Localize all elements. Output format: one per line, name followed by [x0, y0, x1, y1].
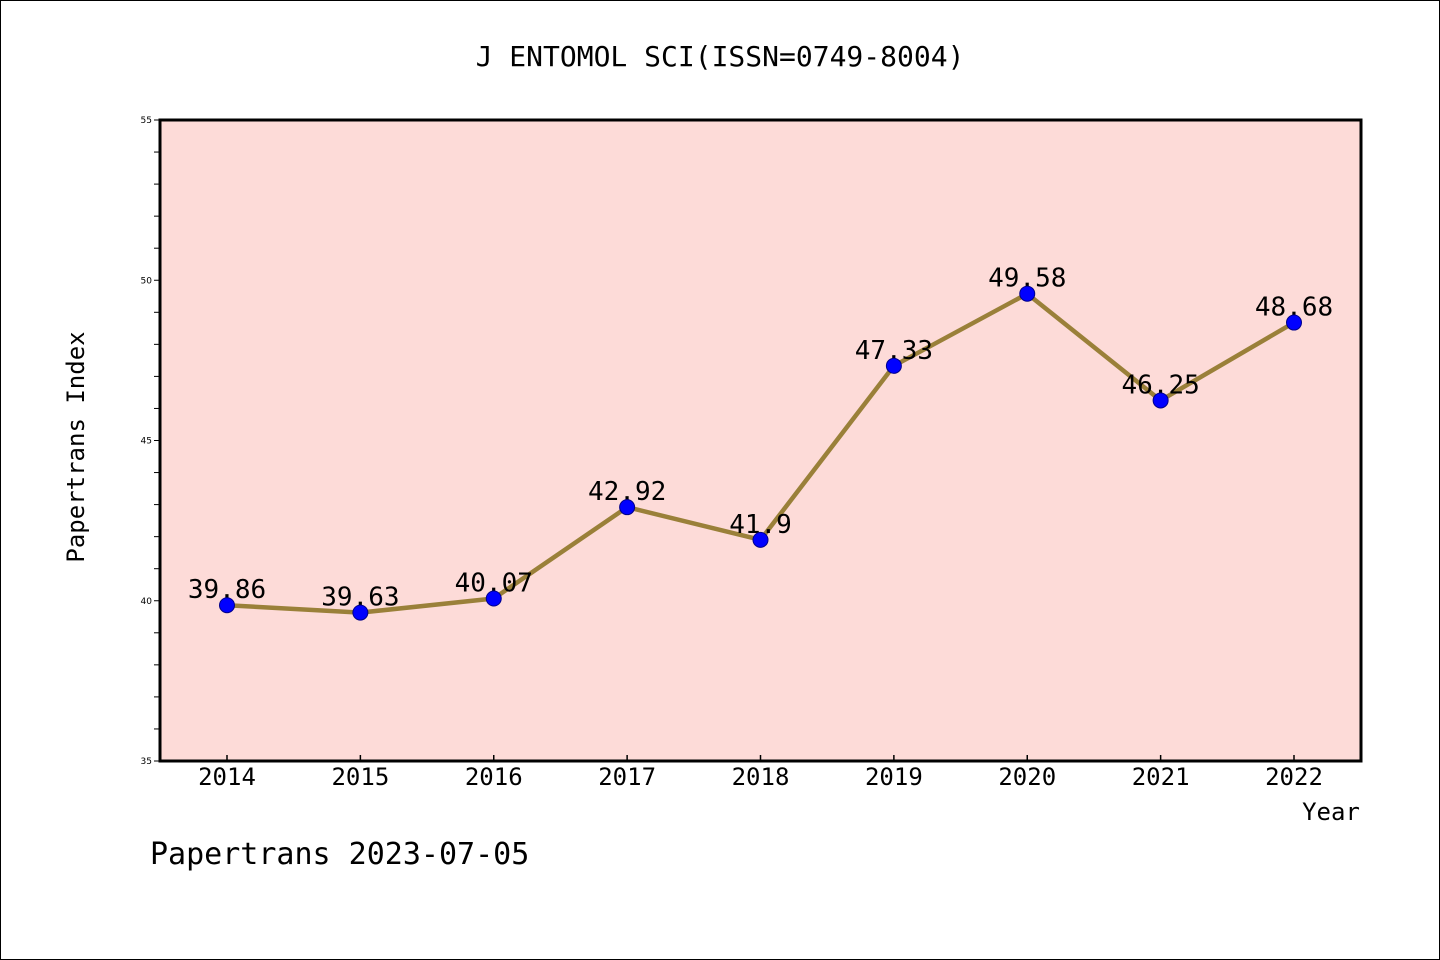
x-tick-label: 2014: [198, 763, 256, 791]
y-tick-label: 40: [141, 597, 153, 607]
x-tick-label: 2016: [465, 763, 523, 791]
data-point: [352, 604, 369, 621]
data-point: [1152, 392, 1169, 409]
x-axis-ticks: 2014 2015 2016 2017 2018 2019 2020 2021 2022: [198, 755, 1323, 791]
data-point: [1286, 314, 1302, 331]
y-tick-label: 35: [141, 757, 152, 767]
x-tick-label: 2019: [865, 763, 923, 791]
x-tick-label: 2021: [1132, 763, 1190, 791]
x-tick-label: 2015: [331, 763, 389, 791]
plot-area: [158, 118, 1363, 763]
y-tick-label: 50: [141, 276, 153, 286]
data-point: [485, 590, 502, 607]
y-axis-label: Papertrans Index: [62, 331, 90, 562]
data-point: [885, 357, 902, 374]
x-tick-label: 2017: [598, 763, 656, 791]
data-point: [1019, 285, 1036, 302]
x-tick-label: 2020: [998, 763, 1056, 791]
x-axis-label: Year: [1302, 798, 1360, 826]
series-group: 39.86 39.63 40.0742.9241.947.3349.5846.254…: [188, 264, 1333, 621]
x-tick-label: 2022: [1265, 763, 1323, 791]
y-axis-ticks: 35 40 45 50 55: [141, 116, 160, 767]
data-point: [219, 597, 235, 614]
x-tick-label: 2018: [732, 763, 790, 791]
data-point: [752, 531, 769, 548]
data-point: [619, 499, 636, 516]
y-tick-label: 55: [141, 116, 152, 126]
chart-title: J ENTOMOL SCI(ISSN=0749-8004): [476, 40, 965, 73]
footer-watermark: Papertrans 2023-07-05: [150, 837, 529, 872]
y-tick-label: 45: [141, 437, 152, 447]
